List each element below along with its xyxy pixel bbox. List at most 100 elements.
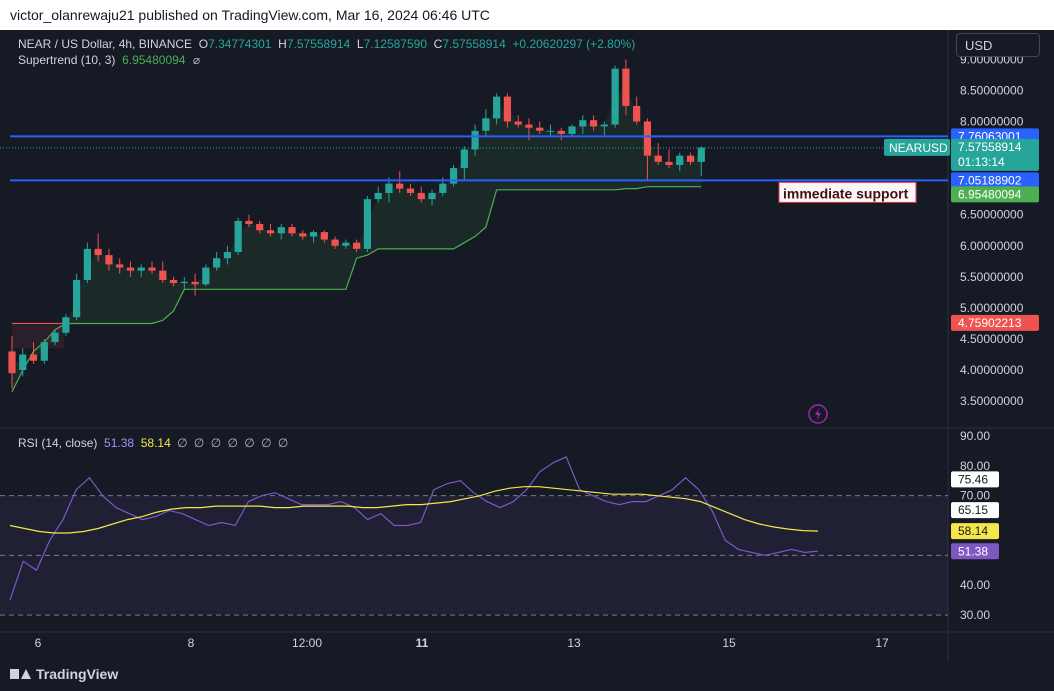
annotation-layer[interactable]: immediate support: [778, 181, 917, 424]
candle-body: [546, 130, 555, 132]
supertrend-fill: [12, 87, 702, 392]
candle-body: [482, 118, 490, 131]
candle-body: [589, 120, 598, 127]
candle-body: [277, 227, 285, 234]
supertrend-title[interactable]: Supertrend (10, 3): [18, 53, 116, 67]
rsi-ma-tag-text: 58.14: [958, 524, 988, 538]
rsi-legend[interactable]: RSI (14, close) 51.38 58.14 ∅ ∅ ∅ ∅ ∅ ∅ …: [18, 436, 288, 450]
candle-body: [191, 281, 199, 285]
price-tick-label: 6.50000000: [960, 208, 1024, 222]
candle-body: [600, 124, 608, 127]
candle-body: [449, 168, 458, 184]
symbol-tag: NEARUSD: [884, 138, 950, 156]
candle-body: [363, 199, 372, 249]
candle-body: [493, 96, 501, 119]
candle-body: [8, 351, 16, 374]
candle-body: [643, 121, 652, 156]
na-value: ∅: [261, 436, 272, 450]
candle-body: [622, 68, 630, 106]
ohlc-row: NEAR / US Dollar, 4h, BINANCE O7.3477430…: [18, 37, 636, 51]
main-legend[interactable]: NEAR / US Dollar, 4h, BINANCE O7.3477430…: [18, 36, 635, 68]
na-value: ∅: [210, 436, 222, 450]
time-axis[interactable]: 6 8 12:00 11 13 15 17: [35, 636, 889, 650]
candle-body: [697, 147, 705, 162]
annotation-bg: [778, 181, 917, 203]
candle-body: [503, 96, 512, 122]
candle-body: [557, 130, 565, 134]
price-axis[interactable]: 9.000000008.500000008.000000006.50000000…: [884, 52, 1039, 622]
candle-body: [266, 230, 275, 234]
candle-body: [460, 149, 468, 169]
candle-body: [385, 183, 393, 193]
price-tick-label: 4.50000000: [960, 332, 1024, 346]
candle-body: [105, 255, 113, 265]
price-tick-label: 4.00000000: [960, 363, 1024, 377]
countdown-label: 01:13:14: [958, 155, 1005, 169]
candle-body: [514, 121, 522, 125]
time-tick-label: 13: [567, 636, 581, 650]
down-price-tag-bg: [951, 314, 1039, 331]
chart-frame[interactable]: 9.00000000 8.50000000 8.00000000 6.50000000…: [0, 30, 1054, 661]
support-price-label: 7.05188902: [958, 173, 1022, 187]
publish-header: victor_olanrewaju21 published on Trading…: [0, 0, 1054, 30]
candle-body: [536, 127, 544, 131]
candle-body: [396, 183, 404, 189]
candle-body: [374, 192, 382, 200]
candle-body: [676, 155, 684, 165]
candle-body: [342, 242, 350, 246]
na-value: ∅: [227, 436, 238, 450]
last-price-label: 7.57558914: [958, 140, 1022, 154]
eye-icon[interactable]: ⌀: [192, 53, 201, 67]
candle-body: [116, 264, 124, 268]
supertrend-value: 6.95480094: [122, 53, 186, 67]
symbol-tag-label: NEARUSD: [889, 141, 948, 155]
na-value: ∅: [193, 436, 205, 450]
annotation-box: immediate support: [778, 181, 917, 203]
rsi-title[interactable]: RSI (14, close): [18, 436, 98, 450]
publish-info-text: victor_olanrewaju21 published on Trading…: [10, 7, 490, 23]
low-value: 7.12587590: [363, 37, 427, 51]
candle-body: [611, 68, 619, 125]
rsi-ma-line: [9, 486, 819, 534]
na-value: ∅: [177, 436, 188, 450]
candle-body: [256, 224, 264, 231]
candle-body: [213, 258, 221, 268]
rsi-pane: [0, 456, 948, 616]
price-tick-label: 3.50000000: [960, 394, 1024, 408]
candle-body: [202, 267, 210, 285]
lightning-icon[interactable]: [808, 404, 828, 424]
candle-body: [223, 251, 231, 259]
candle-body: [29, 354, 38, 361]
rsi-low-tag: 65.15: [951, 502, 999, 519]
tradingview-logo-icon: [10, 667, 31, 681]
price-tick-label: 8.50000000: [960, 83, 1024, 97]
time-tick-label: 11: [416, 636, 429, 650]
time-tick-label: 6: [35, 636, 42, 650]
price-tick-label: 6.00000000: [960, 239, 1024, 253]
candle-body: [51, 332, 59, 343]
candle-body: [654, 155, 662, 162]
last-price-tag-bg: [951, 138, 1039, 171]
supertrend-price-tag: 6.95480094: [951, 186, 1039, 203]
annotation-text: immediate support: [783, 185, 909, 201]
symbol-title[interactable]: NEAR / US Dollar, 4h, BINANCE: [18, 37, 193, 51]
currency-button[interactable]: USD: [956, 33, 1040, 57]
candle-body: [309, 232, 318, 237]
price-tick-label: 5.50000000: [960, 270, 1024, 284]
supertrend-legend-row[interactable]: Supertrend (10, 3) 6.95480094 ⌀: [18, 52, 635, 68]
rsi-value-tag: 51.38: [951, 543, 999, 560]
rsi-line: [9, 456, 819, 601]
candle-body: [428, 192, 436, 200]
tradingview-brand: TradingView: [36, 666, 119, 682]
candles-layer: [8, 59, 705, 389]
candle-body: [288, 227, 296, 234]
candle-body: [331, 239, 339, 246]
candle-body: [62, 317, 70, 333]
rsi-tick-label: 40.00: [960, 578, 990, 592]
rsi-ma-tag-bg: [951, 523, 999, 540]
candle-body: [245, 220, 253, 225]
na-value: ∅: [277, 436, 289, 450]
chart-canvas[interactable]: 9.000000008.500000008.000000006.50000000…: [0, 30, 1054, 661]
candle-body: [137, 267, 145, 271]
tradingview-logo[interactable]: TradingView: [10, 666, 118, 682]
